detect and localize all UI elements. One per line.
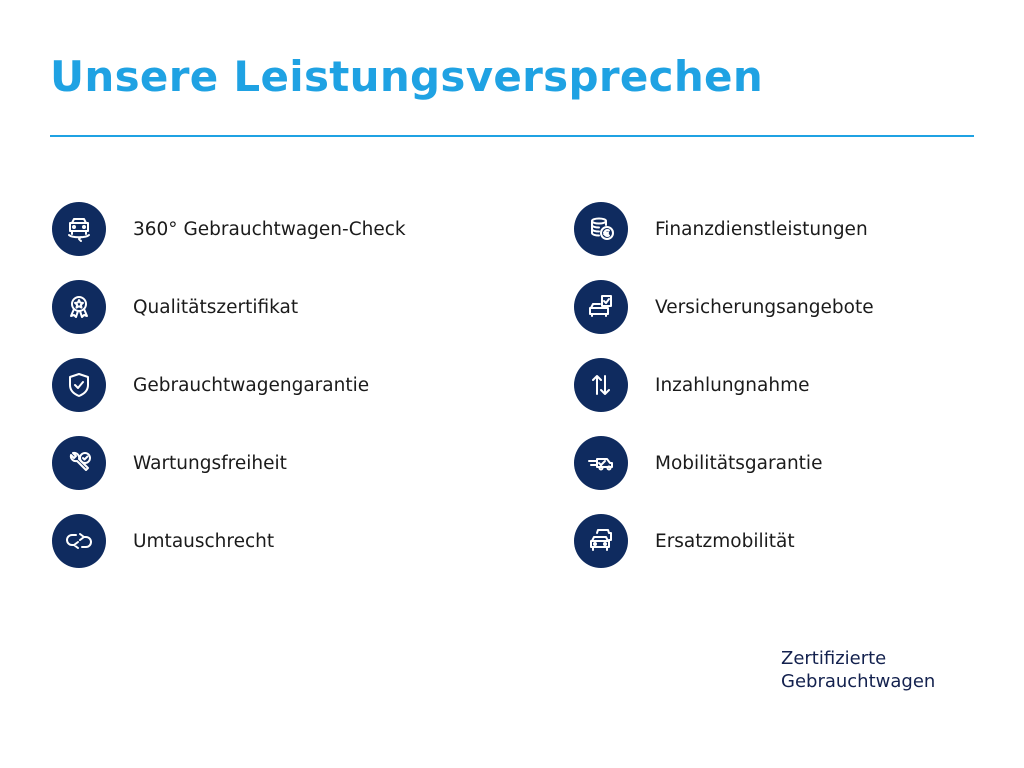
- feature-label: Mobilitätsgarantie: [655, 452, 823, 474]
- feature-label: Wartungsfreiheit: [133, 452, 287, 474]
- tow-truck-icon: [574, 436, 628, 490]
- feature-label: Umtauschrecht: [133, 530, 275, 552]
- feature-label: Gebrauchtwagengarantie: [133, 374, 370, 396]
- feature-label: Qualitätszertifikat: [133, 296, 299, 318]
- feature-label: Inzahlungnahme: [655, 374, 810, 396]
- wrench-check-icon: [52, 436, 106, 490]
- feature-warranty: Gebrauchtwagengarantie: [52, 357, 369, 413]
- feature-label: Versicherungsangebote: [655, 296, 874, 318]
- feature-replacement-mobility: Ersatzmobilität: [574, 513, 795, 569]
- feature-360-check: 360° Gebrauchtwagen-Check: [52, 201, 406, 257]
- feature-financial-services: Finanzdienstleistungen: [574, 201, 868, 257]
- feature-label: Finanzdienstleistungen: [655, 218, 868, 240]
- title-divider: [50, 135, 974, 137]
- car-document-check-icon: [574, 280, 628, 334]
- feature-insurance: Versicherungsangebote: [574, 279, 874, 335]
- feature-mobility-guarantee: Mobilitätsgarantie: [574, 435, 822, 491]
- exchange-arrows-icon: [52, 514, 106, 568]
- feature-trade-in: Inzahlungnahme: [574, 357, 809, 413]
- feature-label: 360° Gebrauchtwagen-Check: [133, 218, 406, 240]
- feature-exchange-right: Umtauschrecht: [52, 513, 274, 569]
- page-title: Unsere Leistungsversprechen: [50, 52, 764, 101]
- shield-check-icon: [52, 358, 106, 412]
- feature-quality-certificate: Qualitätszertifikat: [52, 279, 298, 335]
- up-down-arrows-icon: [574, 358, 628, 412]
- car-360-icon: [52, 202, 106, 256]
- brand-line-1: Zertifizierte: [781, 648, 887, 669]
- coins-euro-icon: [574, 202, 628, 256]
- award-badge-icon: [52, 280, 106, 334]
- brand-logo-text: Zertifizierte Gebrauchtwagen: [781, 647, 935, 693]
- feature-label: Ersatzmobilität: [655, 530, 795, 552]
- feature-maintenance: Wartungsfreiheit: [52, 435, 287, 491]
- two-cars-icon: [574, 514, 628, 568]
- brand-line-2: Gebrauchtwagen: [781, 671, 936, 692]
